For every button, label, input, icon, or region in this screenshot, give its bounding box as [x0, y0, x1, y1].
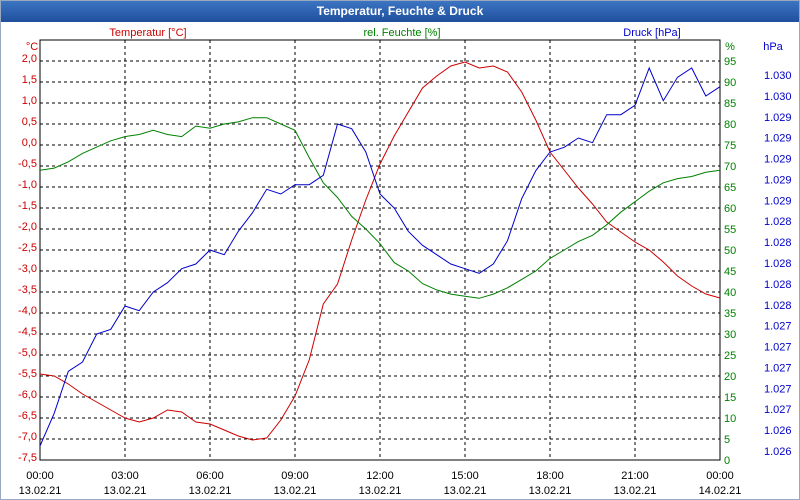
temperature-tick-label: -5,0 [18, 347, 37, 359]
humidity-tick-label: 30 [724, 329, 736, 341]
temperature-tick-label: -7,0 [18, 431, 37, 443]
chart-title: Temperatur, Feuchte & Druck [1, 1, 799, 22]
x-tick-time: 18:00 [536, 470, 564, 482]
temperature-tick-label: -3,0 [18, 263, 37, 275]
temperature-tick-label: -3,5 [18, 284, 37, 296]
axis-labels: Temperatur [°C] rel. Feuchte [%] Druck [hP… [26, 27, 784, 53]
pressure-axis-label: Druck [hPa] [623, 27, 680, 39]
pressure-tick-label: 1.027 [764, 404, 792, 416]
pressure-tick-label: 1.029 [764, 195, 792, 207]
humidity-tick-label: 50 [724, 245, 736, 257]
humidity-tick-label: 5 [724, 434, 730, 446]
pressure-tick-label: 1.027 [764, 342, 792, 354]
temperature-tick-label: -6,0 [18, 389, 37, 401]
humidity-tick-label: 60 [724, 203, 736, 215]
plot-frame [39, 39, 721, 461]
humidity-tick-label: 45 [724, 266, 736, 278]
temperature-tick-label: 2,0 [22, 53, 37, 65]
humidity-tick-label: 95 [724, 56, 736, 68]
humidity-tick-label: 55 [724, 224, 736, 236]
x-tick-date: 13.02.21 [529, 485, 572, 497]
x-tick-time: 06:00 [196, 470, 224, 482]
x-tick-time: 09:00 [281, 470, 309, 482]
pressure-tick-label: 1.029 [764, 174, 792, 186]
humidity-tick-label: 75 [724, 140, 736, 152]
x-tick-date: 13.02.21 [104, 485, 147, 497]
temperature-tick-label: -0,5 [18, 158, 37, 170]
series-line-pressure [39, 66, 721, 447]
series-line-humidity [39, 117, 721, 299]
temperature-tick-label: 1,5 [22, 74, 37, 86]
temperature-tick-label: -4,0 [18, 305, 37, 317]
pressure-unit: hPa [763, 41, 783, 53]
humidity-tick-label: 90 [724, 77, 736, 89]
temperature-unit: °C [26, 41, 38, 53]
pressure-tick-label: 1.030 [764, 70, 792, 82]
humidity-tick-label: 25 [724, 350, 736, 362]
humidity-tick-label: 10 [724, 413, 736, 425]
x-tick-date: 13.02.21 [19, 485, 62, 497]
series-layer [39, 61, 721, 447]
pressure-tick-label: 1.026 [764, 446, 792, 458]
humidity-axis-label: rel. Feuchte [%] [363, 27, 440, 39]
temperature-tick-label: -1,0 [18, 179, 37, 191]
temperature-tick-label: 0,5 [22, 116, 37, 128]
pressure-tick-label: 1.028 [764, 216, 792, 228]
pressure-tick-label: 1.029 [764, 112, 792, 124]
humidity-tick-label: 15 [724, 392, 736, 404]
x-tick-time: 12:00 [366, 470, 394, 482]
temperature-ticks: 2,0 1,5 1,0 0,5 0,0 -0,5 -1,0 -1,5 -2,0 -2,5 -3,0 -… [18, 53, 37, 464]
humidity-tick-label: 85 [724, 98, 736, 110]
pressure-ticks: 1.030 1.030 1.029 1.029 1.029 1.029 1.029 1.028… [764, 70, 792, 458]
humidity-tick-label: 0 [724, 455, 730, 467]
pressure-tick-label: 1.028 [764, 300, 792, 312]
humidity-tick-label: 70 [724, 161, 736, 173]
humidity-tick-label: 80 [724, 119, 736, 131]
humidity-tick-label: 20 [724, 371, 736, 383]
x-tick-time: 03:00 [111, 470, 139, 482]
temperature-tick-label: -7,5 [18, 452, 37, 464]
x-tick-time: 21:00 [621, 470, 649, 482]
humidity-tick-label: 35 [724, 308, 736, 320]
humidity-unit: % [725, 41, 735, 53]
grid-lines [39, 39, 721, 461]
x-tick-time: 00:00 [26, 470, 54, 482]
pressure-tick-label: 1.029 [764, 133, 792, 145]
temperature-tick-label: -5,5 [18, 368, 37, 380]
series-line-temperature [39, 61, 721, 441]
humidity-tick-label: 65 [724, 182, 736, 194]
temperature-tick-label: -1,5 [18, 200, 37, 212]
temperature-tick-label: -6,5 [18, 410, 37, 422]
pressure-tick-label: 1.028 [764, 279, 792, 291]
x-tick-date: 13.02.21 [444, 485, 487, 497]
x-tick-date: 13.02.21 [189, 485, 232, 497]
temperature-tick-label: -2,5 [18, 242, 37, 254]
temperature-tick-label: -4,5 [18, 326, 37, 338]
pressure-tick-label: 1.026 [764, 425, 792, 437]
temperature-tick-label: -2,0 [18, 221, 37, 233]
pressure-tick-label: 1.028 [764, 258, 792, 270]
x-tick-time: 00:00 [706, 470, 734, 482]
x-ticks: 00:00 13.02.21 03:00 13.02.21 06:00 13.02.21 0… [19, 470, 742, 497]
pressure-tick-label: 1.027 [764, 321, 792, 333]
temperature-axis-label: Temperatur [°C] [109, 27, 186, 39]
x-tick-date: 13.02.21 [274, 485, 317, 497]
humidity-tick-label: 40 [724, 287, 736, 299]
temperature-tick-label: 1,0 [22, 95, 37, 107]
pressure-tick-label: 1.029 [764, 154, 792, 166]
pressure-tick-label: 1.027 [764, 383, 792, 395]
x-tick-date: 13.02.21 [359, 485, 402, 497]
x-tick-date: 14.02.21 [699, 485, 742, 497]
x-tick-time: 15:00 [451, 470, 479, 482]
pressure-tick-label: 1.030 [764, 91, 792, 103]
x-tick-date: 13.02.21 [614, 485, 657, 497]
pressure-tick-label: 1.027 [764, 362, 792, 374]
temperature-tick-label: 0,0 [22, 137, 37, 149]
pressure-tick-label: 1.028 [764, 237, 792, 249]
